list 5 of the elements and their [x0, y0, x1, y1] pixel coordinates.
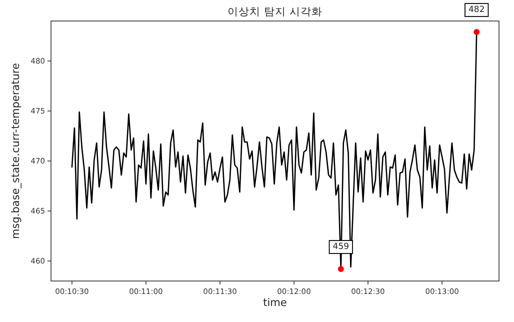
annotation: 459 — [332, 242, 350, 252]
x-axis-title: time — [263, 297, 287, 309]
y-axis-title: msg.base_state.curr-temperature — [10, 63, 22, 239]
chart-title: 이상치 탐지 시각화 — [228, 6, 322, 18]
annotation: 482 — [468, 5, 485, 15]
